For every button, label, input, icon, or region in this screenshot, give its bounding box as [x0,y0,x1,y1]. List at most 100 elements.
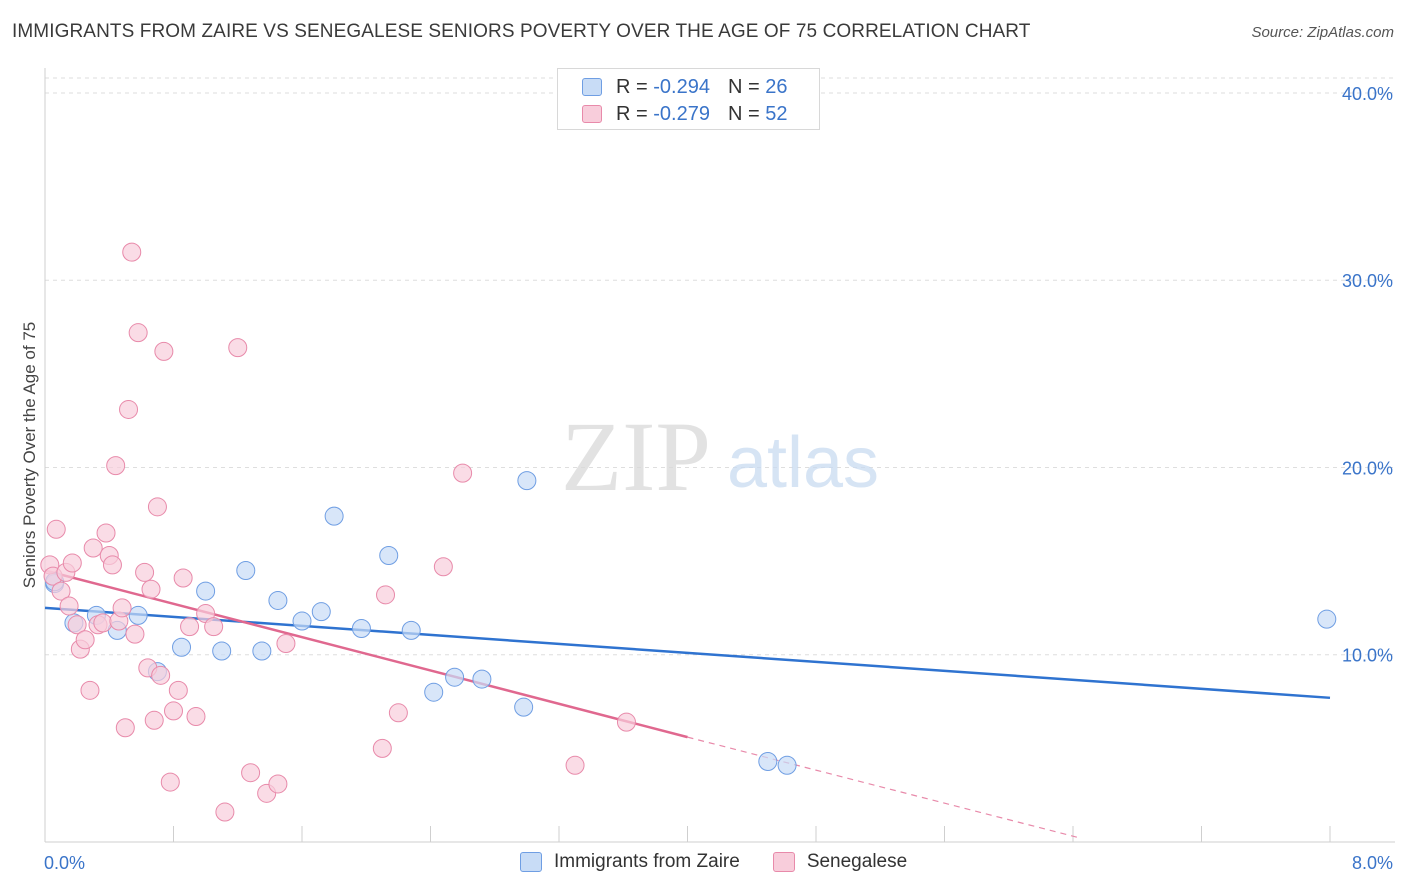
senegalese-point [453,463,473,483]
zaire-point [514,697,534,717]
zaire-point [292,611,312,631]
senegalese-point [80,680,100,700]
senegalese-trend-extension [687,736,1082,839]
senegalese-trend-line [44,569,688,739]
zaire-point [172,637,192,657]
senegalese-point [135,562,155,582]
tick-labels: 10.0% 20.0% 30.0% 40.0% 0.0% 8.0% [44,84,1393,873]
senegalese-point [96,523,116,543]
stats-legend-row-senegalese: R = -0.279 N = 52 [582,102,787,126]
senegalese-point [122,242,142,262]
senegalese-point [168,680,188,700]
senegalese-point [144,710,164,730]
senegalese-point [125,624,145,644]
senegalese-point [147,497,167,517]
zaire-point [268,590,288,610]
zaire-point [424,682,444,702]
senegalese-point [616,712,636,732]
senegalese-point [83,538,103,558]
n-label: N = [727,102,760,125]
zaire-point [236,560,256,580]
zaire-point [445,667,465,687]
senegalese-point [215,802,235,822]
senegalese-point [164,701,183,721]
senegalese-point [46,519,66,539]
legend-item-senegalese[interactable]: Senegalese [772,851,908,873]
senegalese-point [376,585,396,605]
zaire-point [324,506,344,526]
zaire-n-value: 26 [765,75,788,98]
senegalese-point [372,738,392,758]
senegalese-point [51,581,71,601]
stats-legend: R = -0.294 N = 26 R = -0.279 N = 52 [557,68,820,130]
senegalese-point [204,617,224,637]
x-tick-label-max: 8.0% [1352,853,1393,873]
senegalese-point [102,555,122,575]
legend-label-zaire: Immigrants from Zaire [554,851,740,872]
data-points [40,242,1337,822]
senegalese-point [115,718,135,738]
n-label: N = [727,75,760,98]
senegalese-swatch [582,105,602,123]
y-tick-label: 10.0% [1342,646,1393,666]
senegalese-point [128,323,148,343]
senegalese-point [93,613,113,633]
legend-label-senegalese: Senegalese [806,851,908,872]
senegalese-point [67,615,87,635]
zaire-trend-line [44,606,1331,700]
zaire-point [128,605,148,625]
zipatlas-watermark: ZIP atlas [561,401,879,512]
zaire-swatch [582,78,602,96]
zaire-point [777,755,797,775]
y-tick-label: 40.0% [1342,84,1393,104]
senegalese-point [141,579,161,599]
series-legend: Immigrants from Zaire Senegalese [520,851,940,873]
x-tick-label-min: 0.0% [44,853,85,873]
zaire-point [252,641,272,661]
senegalese-n-value: 52 [765,102,788,125]
zaire-point [196,581,216,601]
zaire-point [472,669,492,689]
senegalese-point [276,634,296,654]
senegalese-point [154,341,174,361]
senegalese-point [119,399,139,419]
senegalese-legend-swatch [772,852,795,872]
senegalese-point [186,707,206,727]
senegalese-point [112,598,132,618]
trend-lines [44,569,1331,839]
senegalese-point [388,703,408,723]
zaire-point [401,620,421,640]
senegalese-point [241,763,261,783]
r-label: R = [616,75,648,98]
senegalese-point [180,617,200,637]
senegalese-point [75,630,95,650]
zaire-point [212,641,232,661]
zaire-point [758,751,778,771]
stats-legend-row-zaire: R = -0.294 N = 26 [582,75,787,99]
senegalese-point [173,568,193,588]
r-label: R = [616,102,648,125]
watermark-atlas: atlas [727,423,879,503]
senegalese-point [160,772,180,792]
senegalese-point [433,557,453,577]
zaire-point [517,471,537,491]
senegalese-point [565,755,585,775]
axes [44,68,1395,843]
zaire-point [351,619,371,639]
zaire-point [311,602,331,622]
legend-item-zaire[interactable]: Immigrants from Zaire [520,851,740,873]
senegalese-point [62,553,82,573]
source-label: Source: ZipAtlas.com [1251,24,1394,41]
zaire-point [1317,609,1337,629]
senegalese-point [228,338,248,358]
watermark-zip: ZIP [561,401,711,512]
zaire-point [379,546,399,565]
senegalese-r-value: -0.279 [653,102,710,125]
zaire-r-value: -0.294 [653,75,710,98]
senegalese-point [59,596,79,616]
senegalese-point [106,456,126,476]
y-tick-label: 30.0% [1342,271,1393,291]
zaire-legend-swatch [520,852,542,872]
chart-title: IMMIGRANTS FROM ZAIRE VS SENEGALESE SENI… [12,21,1031,42]
